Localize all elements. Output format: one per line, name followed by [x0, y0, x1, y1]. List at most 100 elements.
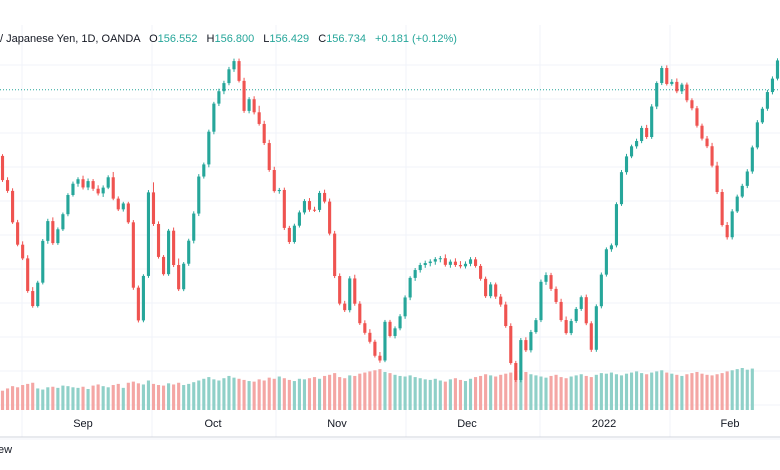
candle-body	[463, 263, 468, 267]
candle-body	[504, 304, 508, 326]
volume-bar	[237, 378, 241, 410]
candle-body	[609, 245, 613, 250]
volume-bar	[514, 371, 518, 410]
candle	[343, 300, 347, 313]
candle-body	[388, 321, 392, 336]
candle-body	[524, 340, 528, 351]
candle	[473, 257, 478, 268]
volume-bar	[282, 378, 286, 410]
candle	[710, 142, 714, 168]
volume-bar	[705, 374, 709, 410]
candle-body	[604, 249, 608, 275]
volume-bar	[257, 379, 261, 410]
volume-bar	[745, 369, 749, 410]
volume-bar	[101, 386, 105, 410]
candle	[156, 221, 161, 259]
candle	[348, 276, 352, 313]
volume-bar	[16, 387, 20, 410]
candle-body	[549, 275, 553, 289]
volume-bar	[564, 378, 568, 410]
candle	[121, 201, 125, 212]
candle	[71, 181, 75, 197]
volume-bar	[413, 377, 417, 410]
volume-bar	[468, 378, 473, 410]
candle-body	[237, 61, 241, 81]
candle	[353, 274, 357, 306]
high-value: 156.800	[214, 33, 255, 45]
candle-body	[353, 278, 357, 304]
volume-bar	[317, 378, 322, 410]
candle	[589, 321, 593, 352]
volume-bar	[433, 378, 437, 410]
candle-body	[26, 258, 30, 292]
candle-body	[448, 261, 452, 265]
candle	[217, 88, 221, 107]
candle-body	[589, 323, 593, 350]
volume-bar	[66, 386, 70, 410]
volume-bar	[177, 382, 181, 410]
volume-bar	[222, 378, 226, 410]
candle	[438, 255, 442, 263]
volume-bar	[458, 379, 463, 410]
candle-body	[167, 230, 171, 275]
volume-bar	[574, 375, 578, 410]
candle	[41, 239, 45, 285]
candle	[700, 123, 704, 141]
candle-body	[323, 192, 327, 202]
candle	[735, 194, 739, 213]
candle-body	[96, 188, 100, 194]
candle-body	[343, 303, 347, 311]
volume-bar	[121, 387, 125, 410]
candle	[534, 317, 538, 334]
candle-body	[564, 320, 568, 334]
candle-body	[640, 127, 644, 142]
candle	[529, 329, 533, 353]
volume-bar	[479, 375, 483, 410]
candle-body	[529, 332, 533, 351]
volume-bar	[297, 378, 301, 410]
candle-body	[207, 131, 211, 165]
candle-body	[156, 223, 161, 257]
candle	[765, 89, 769, 111]
candle	[448, 259, 452, 268]
candle	[192, 211, 196, 244]
candle	[297, 210, 301, 228]
candle-body	[76, 179, 80, 184]
candle-body	[594, 306, 598, 350]
candle-body	[710, 146, 714, 166]
volume-bar	[61, 385, 65, 410]
candle-body	[0, 155, 5, 181]
volume-bar	[81, 386, 85, 410]
volume-bar	[192, 382, 196, 410]
volume-bar	[36, 388, 40, 410]
candle-body	[61, 214, 65, 230]
candle-body	[328, 201, 332, 234]
candle	[21, 241, 25, 261]
candle-body	[685, 84, 689, 101]
candle	[11, 188, 15, 224]
candle	[383, 319, 387, 363]
volume-bar	[202, 378, 206, 410]
candle	[242, 77, 246, 113]
ohlc-legend: / Japanese Yen, 1D, OANDA O156.552 H156.…	[0, 31, 457, 47]
volume-bar	[685, 374, 689, 410]
volume-bar	[559, 377, 563, 410]
candle	[312, 206, 317, 212]
candle-body	[66, 194, 70, 215]
volume-bar	[604, 373, 608, 410]
volume-bar	[151, 383, 156, 410]
candle-body	[116, 198, 120, 210]
volume-bar	[227, 375, 231, 410]
candle-body	[177, 265, 181, 290]
candle	[398, 314, 402, 331]
volume-bar	[247, 381, 251, 410]
volume-bar	[272, 378, 276, 410]
volume-bar	[277, 376, 281, 410]
candle	[760, 106, 764, 124]
volume-bar	[629, 372, 634, 410]
candle-body	[675, 81, 679, 92]
candle	[101, 185, 105, 197]
volume-bar	[242, 379, 246, 410]
volume-bar	[443, 381, 447, 410]
candle	[368, 329, 372, 344]
